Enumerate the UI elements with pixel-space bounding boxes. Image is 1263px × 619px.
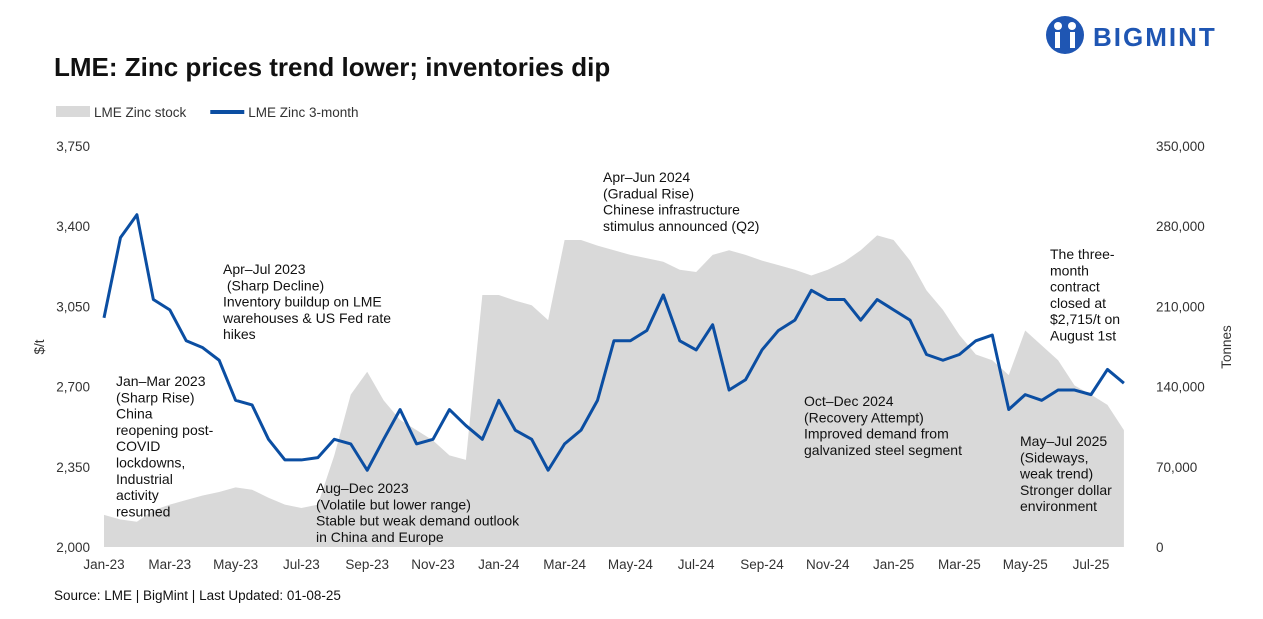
x-tick-label: Jan-23 (83, 557, 124, 572)
chart-title: LME: Zinc prices trend lower; inventorie… (54, 52, 610, 82)
annotation-line: $2,715/t on (1050, 311, 1120, 327)
source: Source: LME | BigMint | Last Updated: 01… (54, 588, 341, 603)
y2-tick-label: 70,000 (1156, 460, 1197, 475)
y2-tick-label: 140,000 (1156, 380, 1205, 395)
x-tick-label: Jan-24 (478, 557, 520, 572)
x-tick-label: Nov-23 (411, 557, 455, 572)
annotation-line: (Sideways, (1020, 449, 1088, 465)
y2-tick-label: 0 (1156, 540, 1164, 555)
x-tick-label: May-25 (1003, 557, 1048, 572)
annotation-line: Industrial (116, 471, 173, 487)
y-tick-label: 3,050 (56, 299, 90, 314)
logo-dot (1054, 22, 1062, 30)
annotation-line: Apr–Jun 2024 (603, 169, 690, 185)
annotation-line: weak trend) (1019, 466, 1093, 482)
x-tick-label: Jul-23 (283, 557, 320, 572)
price-line (102, 213, 1125, 472)
annotation: Apr–Jun 2024(Gradual Rise)Chinese infras… (603, 169, 759, 234)
annotation-line: contract (1050, 279, 1100, 295)
x-tick-label: Mar-24 (543, 557, 586, 572)
y2-tick-label: 210,000 (1156, 299, 1205, 314)
annotation-line: Oct–Dec 2024 (804, 393, 894, 409)
annotation-line: (Volatile but lower range) (316, 496, 471, 512)
annotation-line: closed at (1050, 295, 1106, 311)
y-tick-label: 3,750 (56, 139, 90, 154)
annotation-line: resumed (116, 503, 170, 519)
annotation-line: May–Jul 2025 (1020, 433, 1107, 449)
y-tick-label: 2,700 (56, 380, 90, 395)
brand: BIGMINT (1093, 22, 1217, 52)
annotation-line: stimulus announced (Q2) (603, 218, 759, 234)
logo-dot (1068, 22, 1076, 30)
annotation-line: COVID (116, 438, 160, 454)
x-tick-label: Mar-25 (938, 557, 981, 572)
annotation-line: reopening post- (116, 422, 214, 438)
annotation-line: Inventory buildup on LME (223, 294, 382, 310)
logo-icon (1046, 16, 1084, 54)
annotation-line: The three- (1050, 246, 1115, 262)
annotation-line: Jan–Mar 2023 (116, 373, 206, 389)
y2-tick-label: 350,000 (1156, 139, 1205, 154)
x-tick-label: May-24 (608, 557, 654, 572)
x-tick-label: Jul-25 (1073, 557, 1110, 572)
x-tick-label: Sep-23 (345, 557, 389, 572)
annotation-line: Chinese infrastructure (603, 202, 740, 218)
annotation-line: in China and Europe (316, 529, 444, 545)
logo-bar (1055, 32, 1060, 48)
annotation-line: (Sharp Decline) (223, 277, 324, 293)
annotation-line: Stronger dollar (1020, 482, 1112, 498)
logo-bar (1070, 32, 1075, 48)
plot-area (102, 213, 1125, 547)
annotation-line: China (116, 406, 153, 422)
y-tick-label: 3,400 (56, 219, 90, 234)
annotation-line: environment (1020, 498, 1097, 514)
annotation-line: August 1st (1050, 328, 1116, 344)
y-tick-label: 2,350 (56, 460, 90, 475)
stock-area (104, 235, 1124, 547)
x-tick-label: Jan-25 (873, 557, 914, 572)
x-tick-label: Jul-24 (678, 557, 715, 572)
x-tick-label: Nov-24 (806, 557, 850, 572)
annotation: May–Jul 2025(Sideways,weak trend)Stronge… (1019, 433, 1112, 514)
annotation: Oct–Dec 2024(Recovery Attempt)Improved d… (804, 393, 962, 458)
legend-label: LME Zinc stock (94, 105, 187, 120)
annotation-line: lockdowns, (116, 455, 185, 471)
x-tick-label: May-23 (213, 557, 258, 572)
annotation-line: hikes (223, 326, 256, 342)
annotation-line: Stable but weak demand outlook (316, 513, 520, 529)
x-tick-label: Sep-24 (740, 557, 784, 572)
annotation-line: (Sharp Rise) (116, 389, 195, 405)
logo: BIGMINT (1046, 16, 1217, 54)
annotation-line: Improved demand from (804, 426, 949, 442)
annotation-line: (Gradual Rise) (603, 185, 694, 201)
y2-tick-label: 280,000 (1156, 219, 1205, 234)
annotation-line: activity (116, 487, 159, 503)
legend-label: LME Zinc 3-month (248, 105, 358, 120)
annotation-line: month (1050, 262, 1089, 278)
y2-axis-label: Tonnes (1219, 325, 1234, 369)
legend-swatch (56, 106, 90, 117)
annotation: Apr–Jul 2023 (Sharp Decline)Inventory bu… (222, 261, 391, 342)
y-tick-label: 2,000 (56, 540, 90, 555)
y-axis-label: $/t (32, 339, 47, 354)
annotation-line: galvanized steel segment (804, 442, 962, 458)
x-tick-label: Mar-23 (148, 557, 191, 572)
annotation-line: (Recovery Attempt) (804, 409, 924, 425)
annotation: Aug–Dec 2023(Volatile but lower range)St… (316, 480, 520, 545)
annotation-line: Apr–Jul 2023 (223, 261, 306, 277)
annotation-line: Aug–Dec 2023 (316, 480, 409, 496)
annotation-line: warehouses & US Fed rate (222, 310, 391, 326)
